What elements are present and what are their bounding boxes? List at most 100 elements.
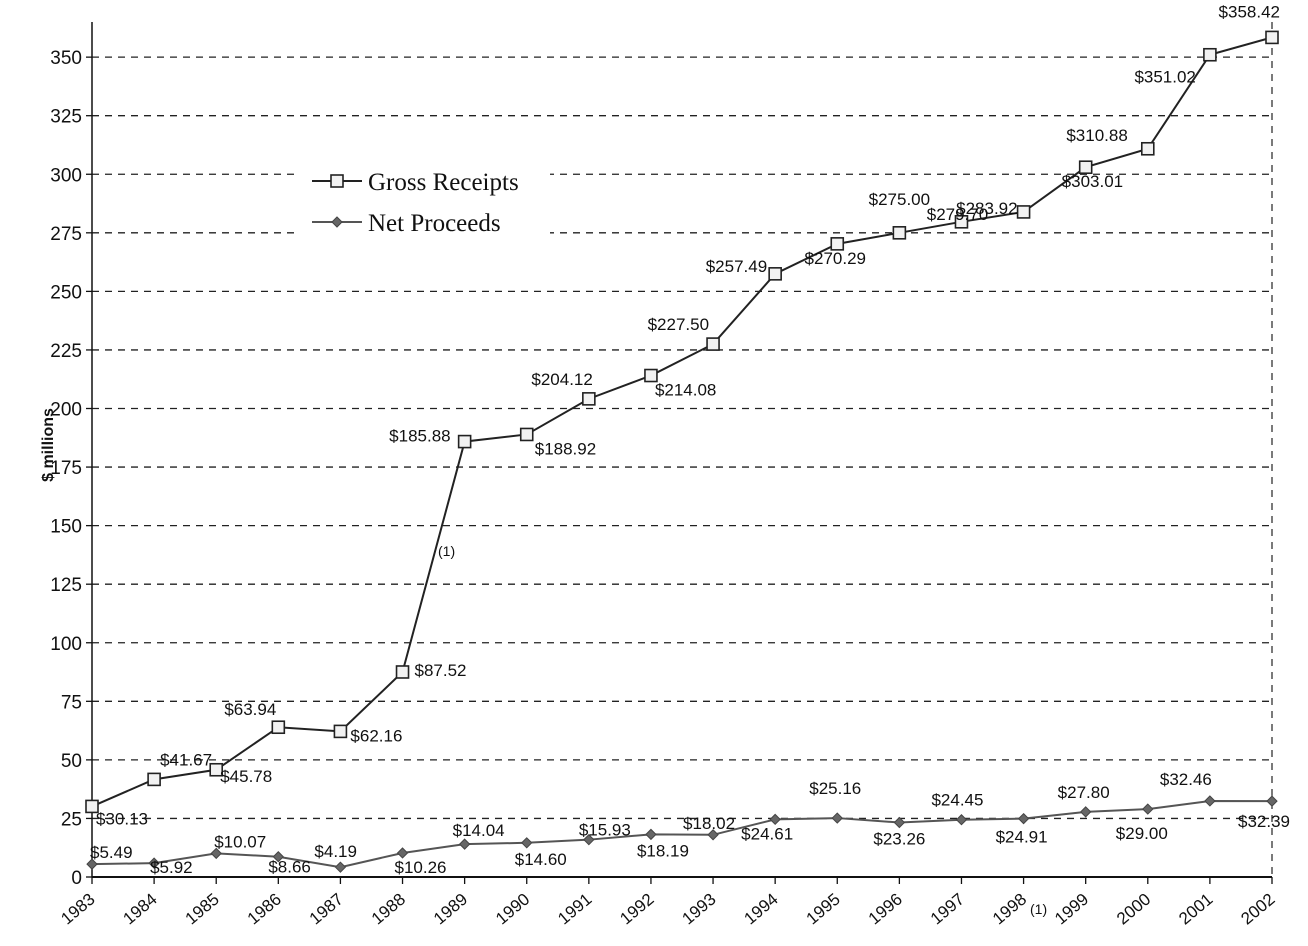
gross-receipts-point bbox=[271, 720, 286, 735]
x-tick-label: 1991 bbox=[554, 890, 595, 929]
net-proceeds-label: $8.66 bbox=[268, 858, 311, 877]
net-proceeds-point bbox=[645, 828, 657, 841]
net-proceeds-label: $27.80 bbox=[1058, 783, 1110, 802]
net-proceeds-point bbox=[769, 813, 781, 826]
x-tick-label: 1989 bbox=[430, 890, 471, 929]
y-tick-label: 0 bbox=[71, 868, 82, 889]
x-tick-label: 1992 bbox=[616, 890, 657, 929]
net-proceeds-point bbox=[955, 814, 968, 826]
x-tick-label: 1995 bbox=[803, 890, 844, 929]
net-proceeds-point bbox=[334, 861, 347, 873]
legend-label-gross: Gross Receipts bbox=[368, 169, 519, 196]
y-tick-label: 75 bbox=[61, 692, 82, 713]
gross-receipts-point bbox=[457, 434, 472, 449]
y-tick-label: 175 bbox=[50, 458, 82, 479]
gross-receipts-point bbox=[1078, 160, 1093, 175]
gross-receipts-label: $257.49 bbox=[706, 257, 767, 276]
net-proceeds-point bbox=[1204, 795, 1216, 807]
x-tick-label: 1986 bbox=[244, 890, 285, 929]
net-proceeds-point bbox=[210, 847, 222, 860]
net-proceeds-point bbox=[521, 837, 533, 849]
net-proceeds-label: $14.60 bbox=[515, 850, 567, 869]
x-tick-label: 1993 bbox=[678, 890, 719, 929]
y-tick-label: 125 bbox=[50, 575, 82, 596]
net-proceeds-label: $15.93 bbox=[579, 821, 631, 840]
annotation-note: (1) bbox=[438, 543, 455, 559]
x-tick-label: 1998 bbox=[989, 890, 1030, 929]
y-tick-label: 100 bbox=[50, 634, 82, 655]
net-proceeds-label: $32.46 bbox=[1160, 770, 1212, 789]
legend-marker-net bbox=[331, 216, 343, 228]
y-axis-label: $ millions bbox=[40, 408, 57, 482]
annotations: (1) (1) bbox=[438, 543, 1047, 917]
net-proceeds-point bbox=[458, 838, 471, 850]
legend-box bbox=[300, 158, 550, 248]
gross-receipts-point bbox=[1203, 47, 1217, 62]
net-proceeds-label: $4.19 bbox=[314, 842, 357, 861]
gross-receipts-point bbox=[209, 762, 224, 777]
net-proceeds-label: $24.91 bbox=[996, 828, 1048, 847]
net-proceeds-label: $24.61 bbox=[741, 824, 793, 843]
series bbox=[85, 30, 1279, 873]
gross-receipts-label: $63.94 bbox=[224, 700, 276, 719]
x-tick-label: 2000 bbox=[1113, 890, 1154, 929]
net-proceeds-label: $29.00 bbox=[1116, 824, 1168, 843]
gross-receipts-point bbox=[85, 799, 99, 814]
y-tick-label: 250 bbox=[50, 282, 82, 303]
x-tick-label: 2002 bbox=[1237, 890, 1278, 929]
y-tick-labels: 0 25 50 75 100 125 150 175 200 225 250 275 300 325 350 bbox=[50, 48, 82, 889]
x-tick-label: 1985 bbox=[182, 890, 223, 929]
legend-label-net: Net Proceeds bbox=[368, 210, 501, 237]
gross-receipts-label: $279.70 bbox=[927, 205, 988, 224]
net-proceeds-point bbox=[893, 816, 906, 829]
net-proceeds-point bbox=[1142, 803, 1154, 815]
gross-receipts-point bbox=[830, 237, 845, 251]
gross-receipts-label: $185.88 bbox=[389, 427, 450, 446]
gross-receipts-point bbox=[706, 337, 720, 351]
net-proceeds-label: $10.26 bbox=[395, 858, 447, 877]
gross-receipts-point bbox=[1265, 30, 1279, 45]
net-proceeds-label: $5.92 bbox=[150, 858, 193, 877]
x-tick-labels: 1983 1984 1985 1986 1987 1988 1989 1990 1991 1992… bbox=[57, 890, 1278, 929]
gross-receipts-label: $310.88 bbox=[1066, 126, 1127, 145]
net-proceeds-label: $14.04 bbox=[453, 821, 505, 840]
net-proceeds-label: $24.45 bbox=[931, 791, 983, 810]
gross-receipts-label: $214.08 bbox=[655, 381, 716, 400]
gross-receipts-label: $227.50 bbox=[648, 315, 709, 334]
gross-receipts-label: $45.78 bbox=[220, 767, 272, 786]
net-proceeds-point bbox=[1079, 806, 1092, 818]
y-tick-label: 300 bbox=[50, 165, 82, 186]
data-labels: $30.13 $41.67 $45.78 $63.94 $62.16 $87.52 $185… bbox=[90, 2, 1290, 877]
net-proceeds-point bbox=[272, 851, 285, 863]
legend-marker-gross bbox=[330, 174, 344, 188]
net-proceeds-point bbox=[707, 829, 719, 841]
net-proceeds-point bbox=[148, 857, 160, 869]
gross-receipts-label: $62.16 bbox=[350, 726, 402, 745]
x-tick-label: 1997 bbox=[927, 890, 968, 929]
gross-receipts-point bbox=[644, 368, 658, 383]
y-tick-label: 150 bbox=[50, 517, 82, 538]
gross-receipts-label: $351.02 bbox=[1134, 68, 1195, 87]
gross-receipts-label: $358.42 bbox=[1219, 2, 1280, 21]
gross-receipts-point bbox=[892, 226, 907, 240]
gridlines bbox=[92, 56, 1272, 820]
y-tick-label: 325 bbox=[50, 107, 82, 128]
annotation-note: (1) bbox=[1030, 901, 1047, 917]
gross-receipts-label: $303.01 bbox=[1062, 172, 1123, 191]
gross-receipts-point bbox=[1140, 141, 1155, 156]
x-tick-label: 1990 bbox=[492, 890, 533, 929]
y-tick-label: 50 bbox=[61, 751, 82, 772]
x-tick-label: 1996 bbox=[865, 890, 906, 929]
gross-receipts-point bbox=[333, 724, 348, 739]
net-proceeds-point bbox=[583, 833, 595, 846]
gross-receipts-point bbox=[954, 215, 969, 229]
gross-receipts-label: $188.92 bbox=[535, 439, 596, 458]
x-tick-label: 1994 bbox=[741, 890, 782, 929]
gross-receipts-point bbox=[395, 665, 410, 679]
gross-receipts-label: $30.13 bbox=[96, 809, 148, 828]
gross-receipts-label: $270.29 bbox=[805, 249, 866, 268]
gross-receipts-label: $283.92 bbox=[956, 199, 1017, 218]
net-proceeds-label: $18.19 bbox=[637, 841, 689, 860]
y-tick-label: 25 bbox=[61, 809, 82, 830]
